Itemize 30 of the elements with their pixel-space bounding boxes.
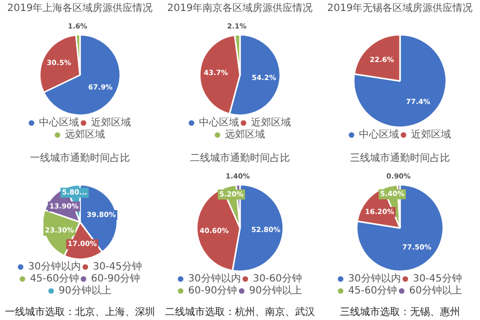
text: 三线城市选取：无锡、惠州 bbox=[339, 306, 461, 320]
legend-label: 中心区域 bbox=[359, 128, 399, 141]
legend-label: 90分钟以上 bbox=[58, 284, 112, 297]
legend-label: 60分钟以上 bbox=[409, 284, 462, 297]
chart-title: 一线城市通勤时间占比 bbox=[29, 152, 131, 166]
chart-title: 2019年无锡各区域房源供应情况 bbox=[326, 2, 474, 16]
legend-label: 30-60分钟 bbox=[252, 272, 302, 285]
legend-label: 30分钟以内 bbox=[28, 260, 81, 273]
legend-label: 近郊区域 bbox=[91, 116, 131, 129]
legend-label: 30分钟以内 bbox=[348, 272, 401, 285]
legend-label: 30-45分钟 bbox=[92, 260, 142, 273]
legend-label: 远郊区域 bbox=[225, 128, 265, 141]
chart-title: 2019年南京各区域房源供应情况 bbox=[166, 2, 314, 16]
legend-label: 近郊区域 bbox=[411, 128, 451, 141]
legend-label: 近郊区域 bbox=[251, 116, 291, 129]
chart-title: 2019年上海各区域房源供应情况 bbox=[6, 2, 154, 16]
legend-label: 远郊区域 bbox=[65, 128, 105, 141]
chart-title: 三线城市通勤时间占比 bbox=[349, 152, 451, 166]
legend-label: 中心区域 bbox=[199, 116, 239, 129]
legend-label: 45-60分钟 bbox=[30, 272, 80, 285]
chart-title: 二线城市通勤时间占比 bbox=[189, 152, 291, 166]
text: 一线城市选取：北京、上海、深圳 bbox=[4, 306, 156, 320]
text: 二线城市选取：杭州、南京、武汉 bbox=[164, 306, 316, 320]
legend-label: 60-90分钟 bbox=[188, 284, 238, 297]
legend-label: 60-90分钟 bbox=[91, 272, 140, 285]
legend-label: 45-60分钟 bbox=[348, 284, 398, 297]
legend-label: 30-45分钟 bbox=[412, 272, 462, 285]
legend-label: 90分钟以上 bbox=[249, 284, 302, 297]
legend-label: 30分钟以内 bbox=[188, 272, 241, 285]
legend-label: 中心区域 bbox=[39, 116, 79, 129]
